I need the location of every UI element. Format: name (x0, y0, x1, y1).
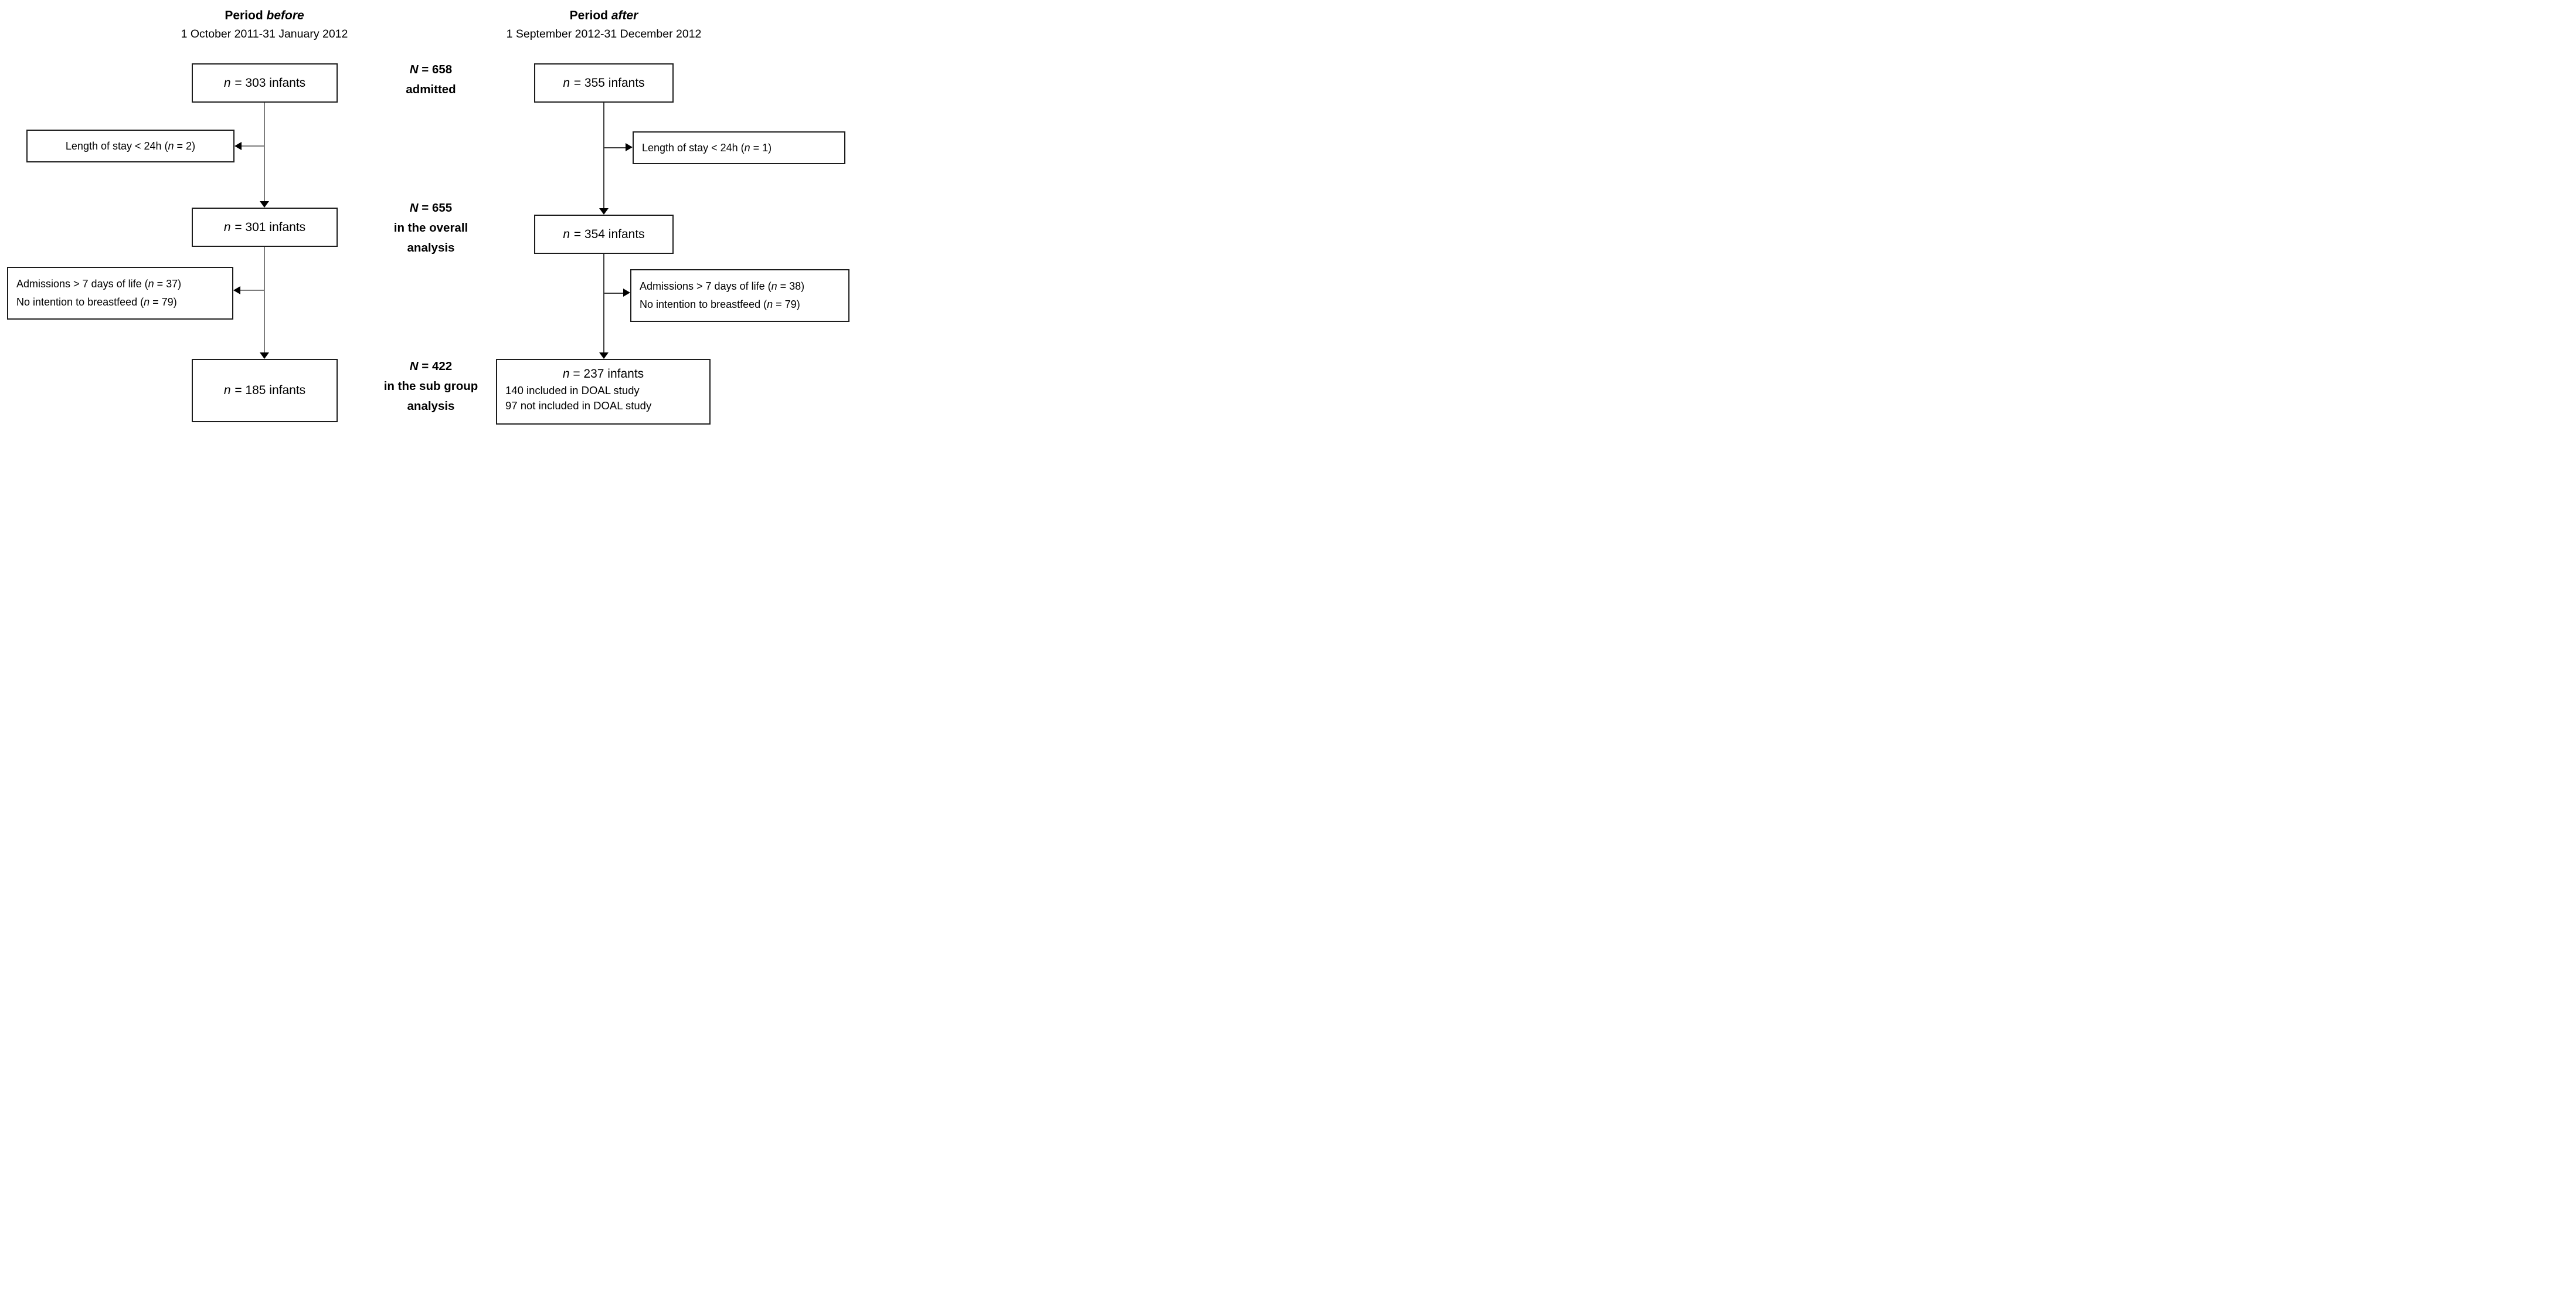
before-box-subgroup-text: n = 185 infants (224, 384, 305, 398)
center-label-subgroup-n: N = 422 (343, 357, 519, 376)
arrowhead-left-icon (235, 142, 242, 150)
before-exclusion-admissions-line: Admissions > 7 days of life (n = 37) (16, 275, 181, 293)
n-symbol: n (562, 367, 570, 381)
exclusion-text: No intention to breastfeed ( (16, 296, 144, 308)
period-before-title: Period before (153, 7, 376, 25)
arrowhead-right-icon (623, 289, 630, 297)
center-label-overall-caption-2: analysis (407, 241, 455, 255)
before-branch-length-of-stay (242, 145, 264, 147)
before-connector-overall-to-subgroup (264, 247, 265, 352)
exclusion-count: = 38) (777, 280, 805, 292)
after-box-subgroup-text: n = 237 infants (563, 365, 644, 383)
exclusion-text: Length of stay < 24h ( (65, 140, 168, 152)
after-branch-length-of-stay (604, 147, 626, 148)
arrowhead-left-icon (233, 286, 240, 294)
before-exclusion-length-of-stay-line: Length of stay < 24h (n = 2) (66, 137, 195, 155)
before-box-admitted: n = 303 infants (192, 63, 338, 103)
after-box-subgroup: n = 237 infants 140 included in DOAL stu… (496, 359, 711, 425)
period-after-title: Period after (492, 7, 715, 25)
study-flow-diagram: Period before 1 October 2011-31 January … (0, 0, 858, 437)
arrowhead-down-icon (260, 352, 269, 359)
before-exclusion-breastfeed-line: No intention to breastfeed (n = 79) (16, 293, 177, 311)
n-symbol: n (744, 141, 750, 154)
after-box-admitted: n = 355 infants (534, 63, 674, 103)
exclusion-count: = 79) (773, 298, 800, 310)
exclusion-count: = 1) (750, 141, 772, 154)
before-box-overall: n = 301 infants (192, 208, 338, 247)
period-after-subtitle: 1 September 2012-31 December 2012 (506, 28, 702, 40)
before-exclusion-length-of-stay: Length of stay < 24h (n = 2) (26, 130, 235, 162)
before-connector-admitted-to-overall (264, 103, 265, 201)
n-symbol: n (767, 298, 773, 310)
n-symbol: n (144, 296, 150, 308)
n-symbol: n (563, 76, 570, 90)
period-after-title-prefix: Period (569, 9, 611, 22)
after-box-subgroup-detail-not-included: 97 not included in DOAL study (505, 399, 652, 412)
arrowhead-down-icon (599, 208, 609, 215)
n-symbol: n (563, 227, 570, 241)
center-label-admitted-n: N = 658 (343, 60, 519, 80)
arrowhead-down-icon (599, 352, 609, 359)
center-label-admitted-value: = 658 (418, 63, 453, 76)
center-label-overall-caption-1: in the overall (393, 221, 468, 235)
after-box-overall-value: = 354 infants (570, 227, 645, 241)
before-box-admitted-value: = 303 infants (231, 76, 306, 90)
n-symbol: n (223, 76, 231, 90)
after-exclusion-length-of-stay-line: Length of stay < 24h (n = 1) (642, 139, 772, 157)
exclusion-text: Admissions > 7 days of life ( (16, 278, 148, 290)
center-label-subgroup-caption-1: in the sub group (383, 379, 478, 393)
center-label-subgroup-caption-2: analysis (407, 399, 455, 413)
after-box-subgroup-value: = 237 infants (569, 367, 644, 381)
n-symbol: n (223, 220, 231, 234)
period-before-title-prefix: Period (225, 9, 267, 22)
period-before-title-emph: before (266, 9, 304, 22)
after-exclusion-admissions-breastfeed: Admissions > 7 days of life (n = 38) No … (630, 269, 849, 322)
period-before-title-block: Period before 1 October 2011-31 January … (153, 7, 376, 43)
arrowhead-right-icon (626, 143, 633, 151)
after-exclusion-length-of-stay: Length of stay < 24h (n = 1) (633, 131, 845, 164)
after-exclusion-admissions-line: Admissions > 7 days of life (n = 38) (640, 277, 804, 296)
after-box-subgroup-detail-included: 140 included in DOAL study (505, 384, 640, 396)
arrowhead-down-icon (260, 201, 269, 208)
exclusion-text: No intention to breastfeed ( (640, 298, 767, 310)
period-after-title-block: Period after 1 September 2012-31 Decembe… (492, 7, 715, 43)
center-label-subgroup: N = 422 in the sub group analysis (343, 357, 519, 416)
n-symbol: n (223, 384, 231, 397)
n-symbol: n (771, 280, 777, 292)
n-symbol: N (409, 359, 419, 373)
center-label-overall-n: N = 655 (343, 198, 519, 218)
after-box-overall-text: n = 354 infants (563, 228, 644, 242)
before-box-subgroup-value: = 185 infants (231, 384, 306, 397)
period-after-title-emph: after (611, 9, 638, 22)
after-exclusion-breastfeed-line: No intention to breastfeed (n = 79) (640, 296, 800, 314)
exclusion-count: = 79) (149, 296, 177, 308)
exclusion-count: = 37) (154, 278, 182, 290)
exclusion-text: Length of stay < 24h ( (642, 141, 745, 154)
center-label-overall: N = 655 in the overall analysis (343, 198, 519, 258)
center-label-overall-value: = 655 (418, 201, 453, 215)
after-connector-admitted-to-overall (603, 103, 604, 208)
before-box-overall-text: n = 301 infants (224, 220, 305, 235)
n-symbol: N (409, 63, 419, 76)
before-exclusion-admissions-breastfeed: Admissions > 7 days of life (n = 37) No … (7, 267, 233, 320)
center-label-subgroup-value: = 422 (418, 359, 453, 373)
after-box-admitted-text: n = 355 infants (563, 76, 644, 90)
before-branch-admissions (240, 290, 264, 291)
after-branch-admissions (604, 293, 623, 294)
period-before-subtitle: 1 October 2011-31 January 2012 (181, 28, 348, 40)
after-connector-overall-to-subgroup (603, 254, 604, 352)
before-box-overall-value: = 301 infants (231, 220, 306, 234)
center-label-admitted: N = 658 admitted (343, 60, 519, 100)
before-box-subgroup: n = 185 infants (192, 359, 338, 422)
n-symbol: n (168, 140, 174, 152)
exclusion-count: = 2) (174, 140, 196, 152)
n-symbol: N (409, 201, 419, 215)
after-box-admitted-value: = 355 infants (570, 76, 645, 90)
exclusion-text: Admissions > 7 days of life ( (640, 280, 772, 292)
after-box-overall: n = 354 infants (534, 215, 674, 254)
center-label-admitted-caption: admitted (406, 83, 456, 96)
before-box-admitted-text: n = 303 infants (224, 76, 305, 90)
n-symbol: n (148, 278, 154, 290)
